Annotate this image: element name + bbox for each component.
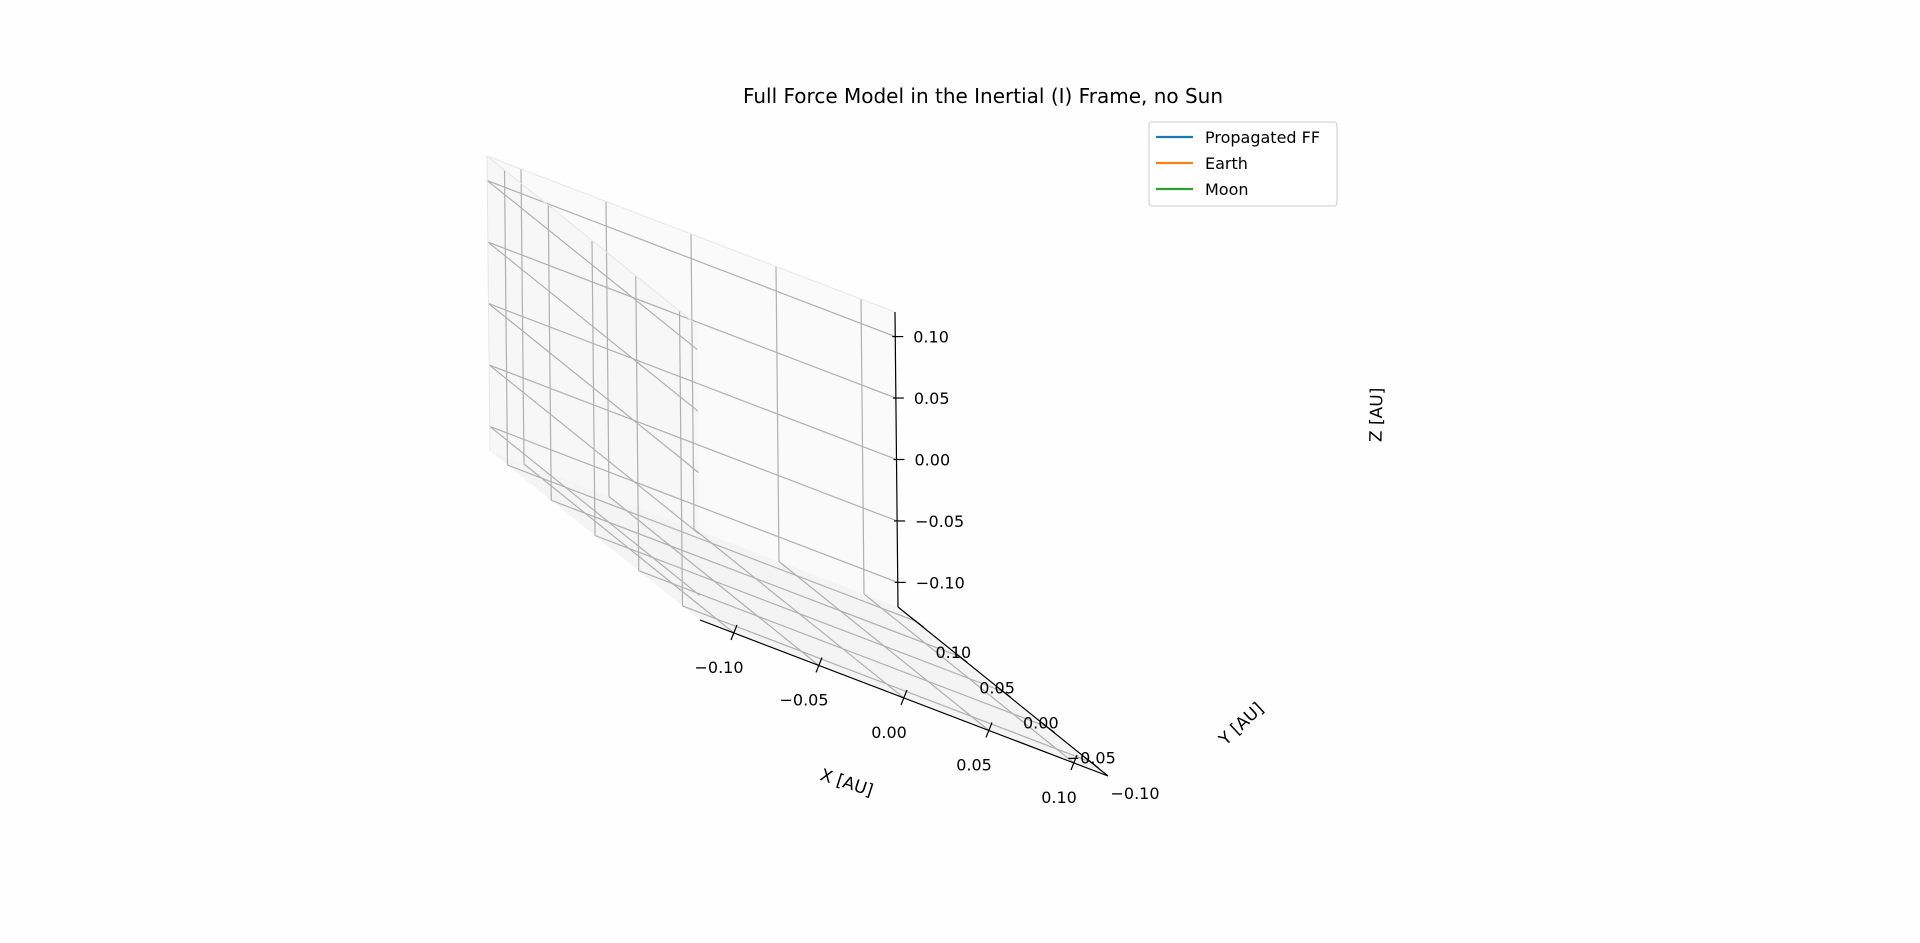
x-tick	[985, 722, 993, 738]
grid-lines	[486, 168, 1091, 764]
y-tick-label: −0.10	[1111, 784, 1160, 803]
grid-line-y-floor	[507, 464, 916, 622]
z-tick-label: −0.05	[915, 512, 964, 531]
y-tick-label: 0.10	[936, 643, 972, 662]
y-tick	[997, 687, 1012, 698]
x-tick-label: −0.05	[779, 691, 828, 710]
legend-label-0: Propagated FF	[1205, 128, 1320, 147]
x-tick-label: 0.10	[1041, 788, 1077, 807]
grid-line-z-back	[489, 425, 898, 583]
grid-line-z-back	[488, 364, 898, 522]
y-axis-label: Y [AU]	[1215, 699, 1268, 751]
y-tick	[1041, 722, 1056, 734]
y-tick	[953, 651, 968, 663]
y-tick-label: 0.05	[979, 678, 1015, 697]
grid-line-y-floor	[682, 605, 1091, 763]
z-tick-label: 0.05	[914, 389, 950, 408]
x-tick	[1070, 754, 1078, 771]
y-tick-label: 0.00	[1023, 714, 1059, 733]
x-tick	[900, 689, 908, 706]
y-tick	[1085, 757, 1099, 769]
pane-edge	[486, 155, 698, 326]
legend-label-1: Earth	[1205, 154, 1248, 173]
grid-line-z-back	[487, 241, 897, 399]
grid-line-z-side	[488, 303, 699, 473]
x-tick-label: −0.10	[694, 658, 743, 677]
grid-line-z-side	[486, 180, 698, 351]
legend-frame	[1148, 121, 1338, 207]
grid-line-z-side	[487, 241, 699, 412]
grid-line-y-floor	[594, 534, 1004, 693]
y-tick	[910, 616, 924, 628]
chart-title: Full Force Model in the Inertial (I) Fra…	[743, 84, 1223, 108]
grid-line-y-floor	[551, 499, 960, 657]
pane-edge	[486, 155, 491, 452]
pane-edge	[486, 155, 896, 313]
grid-line-z-back	[487, 180, 896, 338]
z-tick-label: 0.00	[915, 451, 951, 470]
x-axis-label: X [AU]	[818, 765, 876, 801]
z-axis-label: Z [AU]	[1367, 388, 1388, 443]
x-tick	[815, 657, 823, 673]
x-tick-label: 0.00	[871, 723, 907, 742]
x-tick-label: 0.05	[956, 756, 992, 775]
grid-line-y-floor	[638, 570, 1047, 728]
z-tick-label: −0.10	[916, 573, 965, 592]
grid-line-z-side	[489, 425, 701, 596]
grid-line-z-side	[488, 364, 700, 535]
grid-line-z-back	[488, 302, 897, 461]
z-tick-label: 0.10	[913, 328, 949, 347]
ticks: −0.10 −0.05 0.00 0.05 0.10 −0.10 −0.05 0.00 0.05…	[694, 328, 1159, 807]
x-tick	[730, 624, 738, 641]
legend-label-2: Moon	[1205, 180, 1249, 199]
legend: Propagated FF Earth Moon	[1148, 121, 1338, 207]
y-tick-label: −0.05	[1067, 749, 1116, 768]
